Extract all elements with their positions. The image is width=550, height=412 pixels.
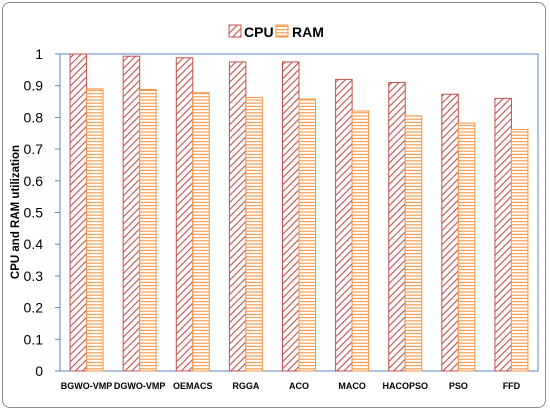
y-tick-label: 0.6 bbox=[24, 173, 44, 189]
y-tick-label: 0.3 bbox=[24, 268, 44, 284]
legend-label-cpu: CPU bbox=[244, 24, 274, 40]
bar-ram-aco bbox=[298, 98, 316, 372]
x-tick-label: MACO bbox=[338, 381, 366, 391]
x-tick-label: RGGA bbox=[232, 381, 260, 391]
x-tick-label: ACO bbox=[289, 381, 309, 391]
bar-ram-dgwo-vmp bbox=[139, 89, 157, 372]
bar-cpu-oemacs bbox=[175, 57, 194, 372]
y-tick-label: 0.7 bbox=[24, 141, 44, 157]
y-axis-label: CPU and RAM utilization bbox=[10, 145, 22, 279]
bar-ram-oemacs bbox=[192, 92, 210, 372]
bar-ram-pso bbox=[457, 122, 476, 372]
x-tick-label: BGWO-VMP bbox=[61, 381, 113, 391]
legend: CPU RAM bbox=[228, 24, 324, 40]
bar-cpu-dgwo-vmp bbox=[122, 55, 141, 372]
x-tick-label: PSO bbox=[449, 381, 468, 391]
bar-ram-ffd bbox=[510, 128, 529, 372]
y-tick-label: 1 bbox=[35, 46, 43, 62]
x-tick-label: OEMACS bbox=[173, 381, 213, 391]
bars bbox=[69, 53, 529, 372]
bar-cpu-maco bbox=[335, 78, 353, 372]
y-tick-label: 0.2 bbox=[24, 300, 44, 316]
legend-swatch-ram bbox=[275, 24, 289, 38]
bar-cpu-rgga bbox=[228, 61, 247, 372]
y-tick-label: 0.4 bbox=[24, 236, 44, 252]
bar-cpu-pso bbox=[441, 93, 459, 372]
bar-ram-maco bbox=[351, 110, 370, 372]
y-tick-label: 0.1 bbox=[24, 331, 44, 347]
y-tick-label: 0.8 bbox=[24, 109, 44, 125]
x-tick-label: DGWO-VMP bbox=[114, 381, 166, 391]
bar-cpu-aco bbox=[282, 61, 300, 372]
legend-swatch-cpu bbox=[228, 24, 242, 38]
legend-label-ram: RAM bbox=[292, 24, 324, 40]
x-tick-label: FFD bbox=[503, 381, 521, 391]
y-tick-label: 0 bbox=[35, 363, 43, 379]
bar-cpu-ffd bbox=[494, 97, 512, 372]
x-tick-label: HACOPSO bbox=[382, 381, 428, 391]
bar-ram-bgwo-vmp bbox=[86, 88, 104, 372]
bar-ram-hacopso bbox=[404, 115, 423, 372]
bar-ram-rgga bbox=[245, 96, 263, 372]
y-tick-label: 0.5 bbox=[24, 205, 44, 221]
x-axis: BGWO-VMP DGWO-VMP OEMACS RGGA ACO MACO HACOPSO… bbox=[61, 381, 521, 391]
y-tick-label: 0.9 bbox=[24, 78, 44, 94]
y-axis: 0 0.1 0.2 0.3 0.4 0.5 0.6 0.7 0.8 0.9 1 bbox=[24, 46, 60, 379]
bar-cpu-bgwo-vmp bbox=[69, 53, 88, 372]
bar-cpu-hacopso bbox=[388, 82, 406, 372]
